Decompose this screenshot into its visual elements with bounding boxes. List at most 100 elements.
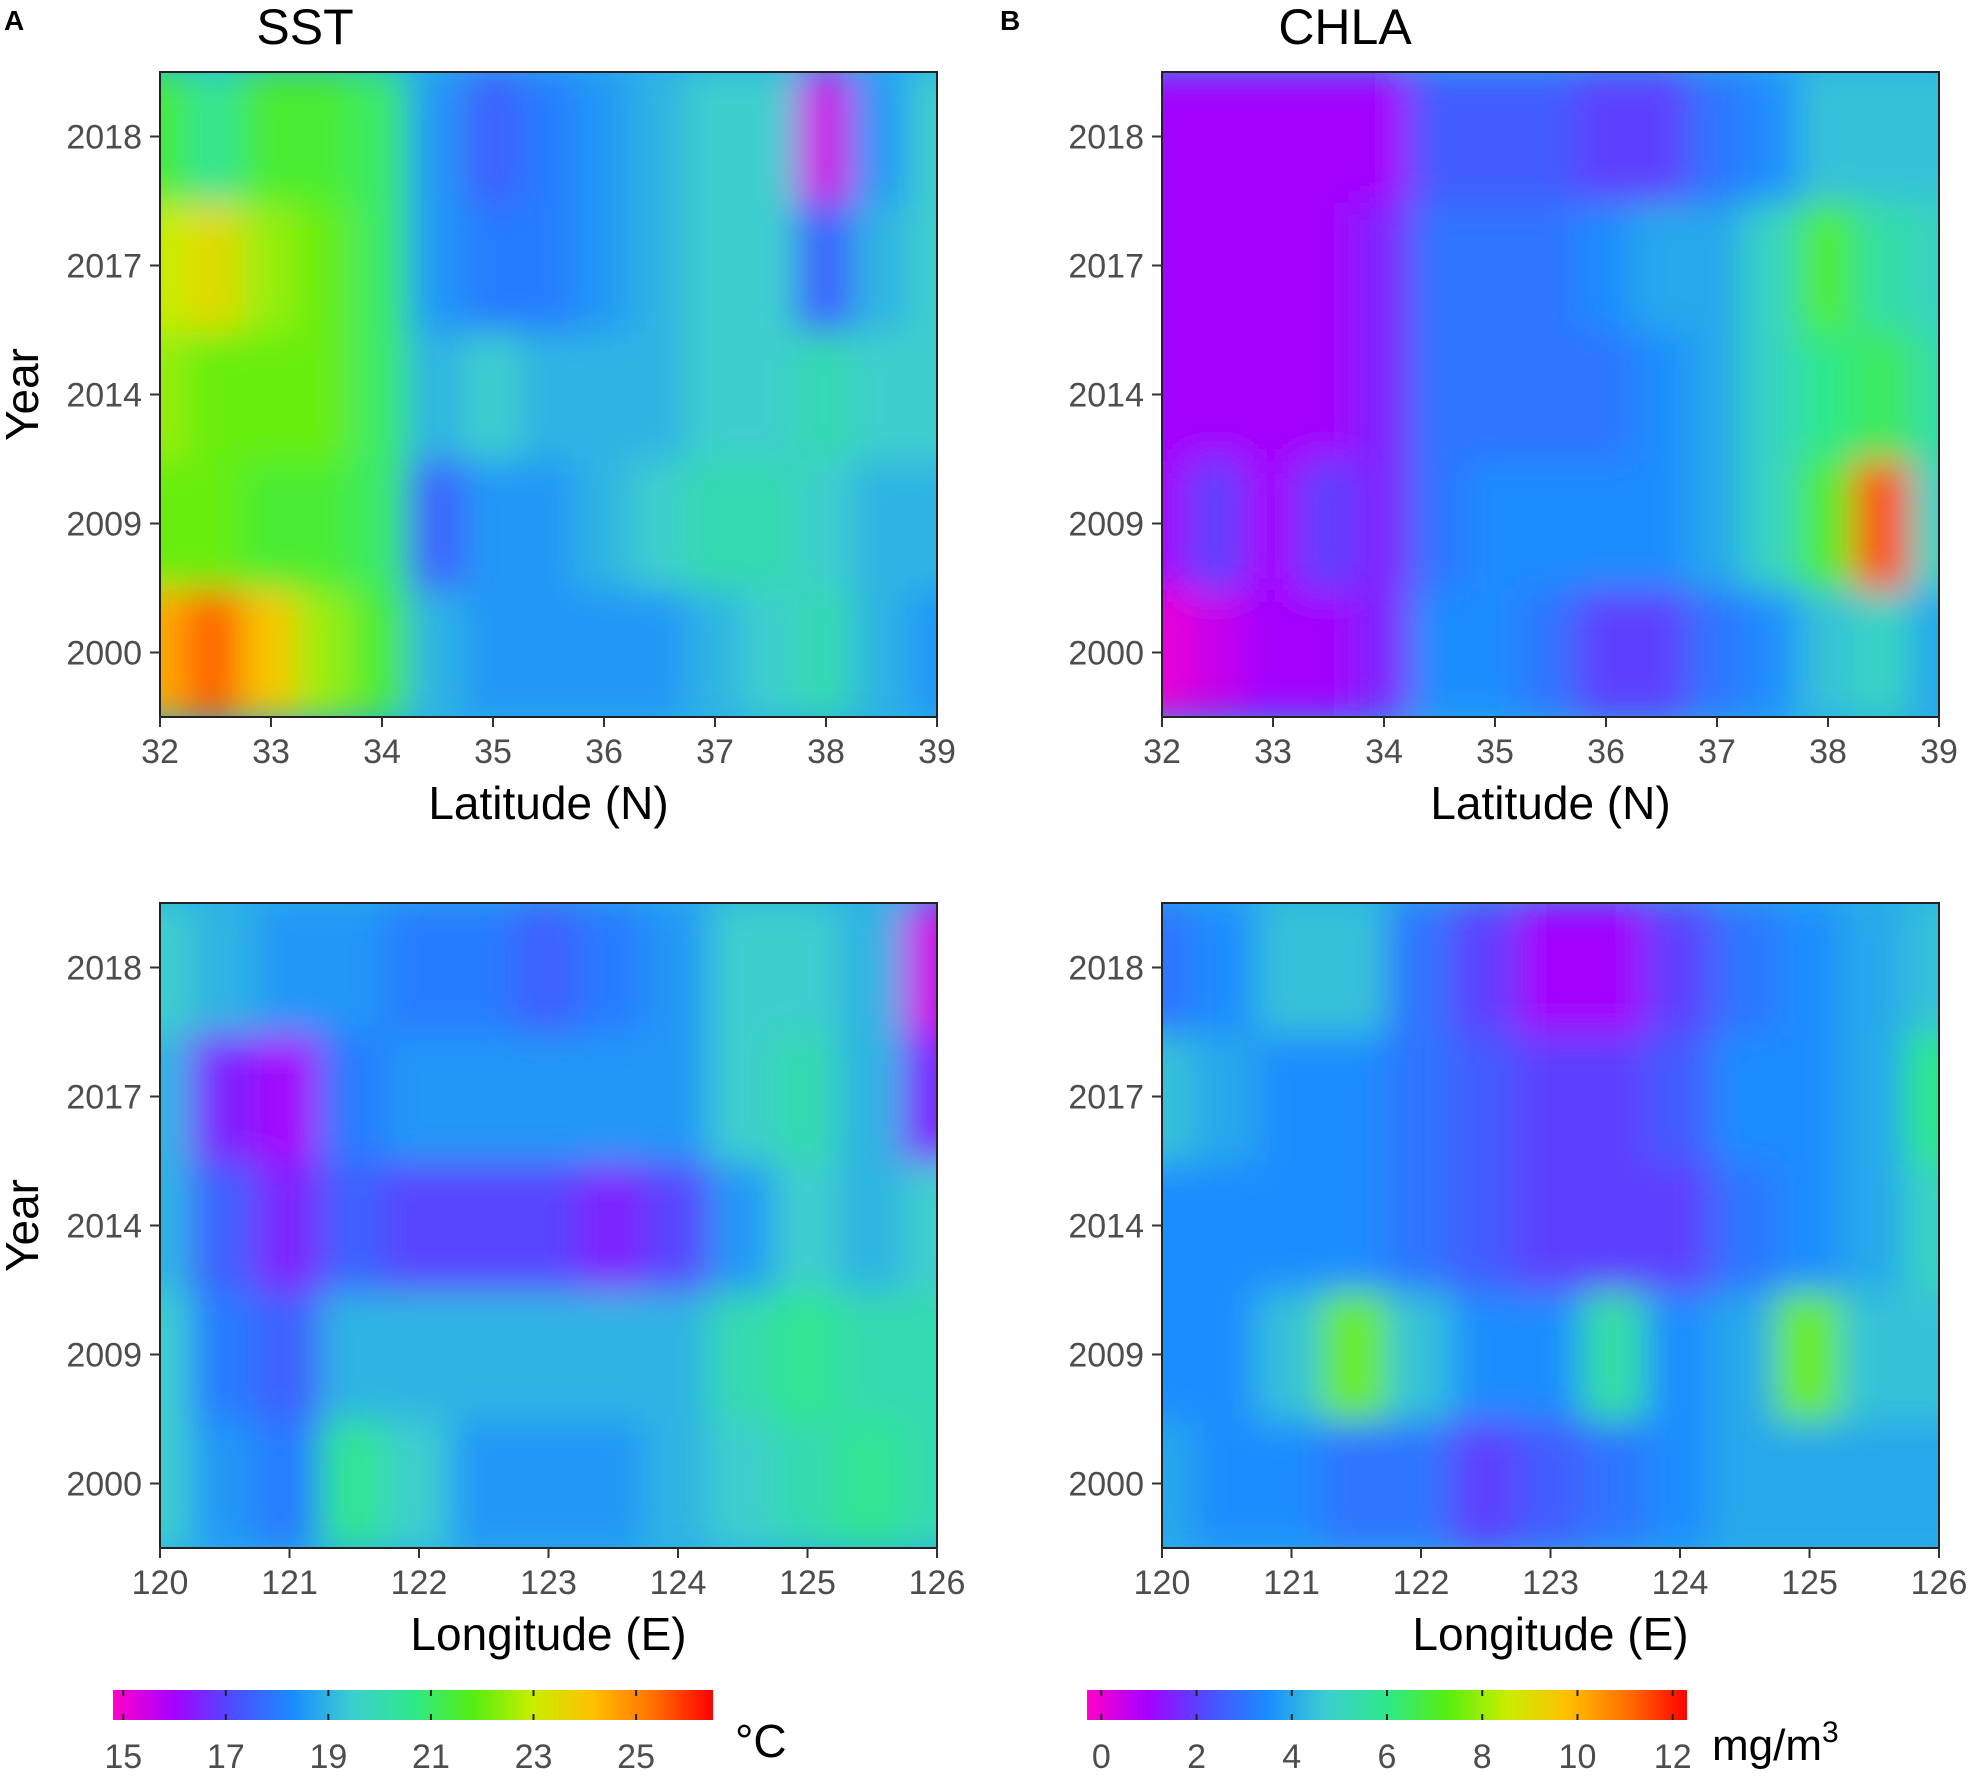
heatmap-cell (319, 903, 389, 1034)
heatmap-cell (837, 1288, 907, 1421)
heatmap-cell (1798, 72, 1858, 203)
x-tick-label: 125 (1781, 1564, 1838, 1602)
panel-title-sst: SST (256, 0, 353, 55)
y-tick-label: 2000 (66, 635, 142, 673)
heatmap-cell (1516, 903, 1585, 1034)
heatmap-cell (643, 1288, 713, 1421)
heatmap-cell (1192, 1288, 1262, 1421)
y-axis-label: Year (0, 348, 48, 441)
heatmap-cell (902, 1288, 937, 1421)
heatmap-cell (1710, 1288, 1780, 1421)
y-tick-label: 2017 (66, 1079, 142, 1117)
x-tick-label: 37 (1698, 733, 1736, 771)
heatmap-cell (463, 199, 523, 332)
heatmap-cell (629, 199, 690, 332)
heatmap-cell (1687, 199, 1747, 332)
heatmap-cell (1580, 1417, 1650, 1548)
heatmap-cell (1354, 328, 1414, 461)
heatmap-cell (1187, 457, 1248, 590)
heatmap-cell (384, 1030, 454, 1163)
heatmap-cell (1192, 1030, 1262, 1163)
heatmap-cell (160, 1288, 195, 1421)
heatmap-cell (463, 586, 523, 717)
heatmap-cell (1162, 328, 1192, 461)
heatmap-cell (1710, 903, 1780, 1034)
heatmap-cell (255, 903, 324, 1034)
heatmap-cell (578, 1288, 648, 1421)
heatmap-cell (449, 903, 519, 1034)
heatmap-cell (1839, 903, 1909, 1034)
heatmap-cell (1576, 199, 1636, 332)
heatmap-cell (190, 1159, 260, 1292)
x-tick-label: 36 (1587, 733, 1625, 771)
heatmap-cell (1904, 1030, 1939, 1163)
heatmap-cell (1909, 586, 1939, 717)
heatmap-cell (463, 328, 523, 461)
heatmap-cell (1909, 457, 1939, 590)
heatmap-cell (1576, 457, 1636, 590)
panel-title-chla: CHLA (1278, 0, 1412, 55)
colorbar-tick-label: 12 (1654, 1738, 1692, 1776)
heatmap-cell (773, 903, 842, 1034)
heatmap-cell (1409, 586, 1470, 717)
x-tick-label: 120 (132, 1564, 189, 1602)
heatmap-cell (629, 72, 690, 203)
heatmap-cell (1798, 586, 1858, 717)
heatmap-cell (1839, 1417, 1909, 1548)
heatmap-cell (1576, 328, 1636, 461)
heatmap-cell (1645, 1288, 1715, 1421)
heatmap-cell (160, 72, 190, 203)
heatmap-cell (185, 199, 246, 332)
y-tick-label: 2018 (1068, 119, 1144, 157)
heatmap-cell (1775, 1288, 1844, 1421)
heatmap-cell (518, 199, 579, 332)
x-tick-label: 126 (909, 1564, 966, 1602)
heatmap-cell (1162, 1030, 1197, 1163)
heatmap-cell (1298, 72, 1359, 203)
heatmap-cell (1187, 199, 1248, 332)
chla-latitude-heatmap: 32 33 34 35 36 37 38 39 2000 2009 2014 2017 2018 Lati… (1068, 71, 1958, 829)
chla-longitude-heatmap: 120 121 122 123 124 125 126 2000 2009 2014 2017 201… (1068, 902, 1967, 1660)
heatmap-cell (1321, 1417, 1391, 1548)
colorbar-tick-label: 17 (207, 1738, 245, 1776)
heatmap-cell (740, 457, 801, 590)
heatmap-cell (1162, 1288, 1197, 1421)
heatmap-cell (319, 1159, 389, 1292)
x-tick-label: 122 (1393, 1564, 1450, 1602)
heatmap-cell (1465, 328, 1525, 461)
heatmap-cell (1904, 903, 1939, 1034)
x-tick-label: 124 (1652, 1564, 1709, 1602)
heatmap-cell (1687, 457, 1747, 590)
heatmap-cell (1631, 328, 1692, 461)
x-axis-label: Longitude (E) (1412, 1608, 1688, 1660)
heatmap-cell (1162, 1417, 1197, 1548)
heatmap-cell (160, 903, 195, 1034)
heatmap-cell (1775, 1159, 1844, 1292)
heatmap-cell (1192, 1417, 1262, 1548)
heatmap-cell (1645, 903, 1715, 1034)
heatmap-cell (1631, 72, 1692, 203)
x-tick-label: 125 (779, 1564, 836, 1602)
heatmap-cell (578, 1417, 648, 1548)
heatmap-cell (407, 72, 468, 203)
heatmap-cell (463, 457, 523, 590)
heatmap-cell (160, 1417, 195, 1548)
y-tick-label: 2017 (1068, 1079, 1144, 1117)
heatmap-cell (902, 1030, 937, 1163)
heatmap-cell (1192, 1159, 1262, 1292)
heatmap-cell (796, 586, 856, 717)
heatmap-cell (514, 1417, 583, 1548)
heatmap-cell (1257, 1417, 1326, 1548)
heatmap-cell (1187, 586, 1248, 717)
heatmap-cell (1909, 328, 1939, 461)
heatmap-cell (1321, 1288, 1391, 1421)
heatmap-cell (1257, 1159, 1326, 1292)
colorbar-tick-label: 0 (1092, 1738, 1111, 1776)
heatmap-cell (296, 457, 357, 590)
heatmap-cell (1321, 1030, 1391, 1163)
heatmap-cell (1645, 1159, 1715, 1292)
x-tick-label: 36 (585, 733, 623, 771)
heatmap-cell (796, 199, 856, 332)
heatmap-cell (1243, 457, 1303, 590)
heatmap-cell (1257, 903, 1326, 1034)
